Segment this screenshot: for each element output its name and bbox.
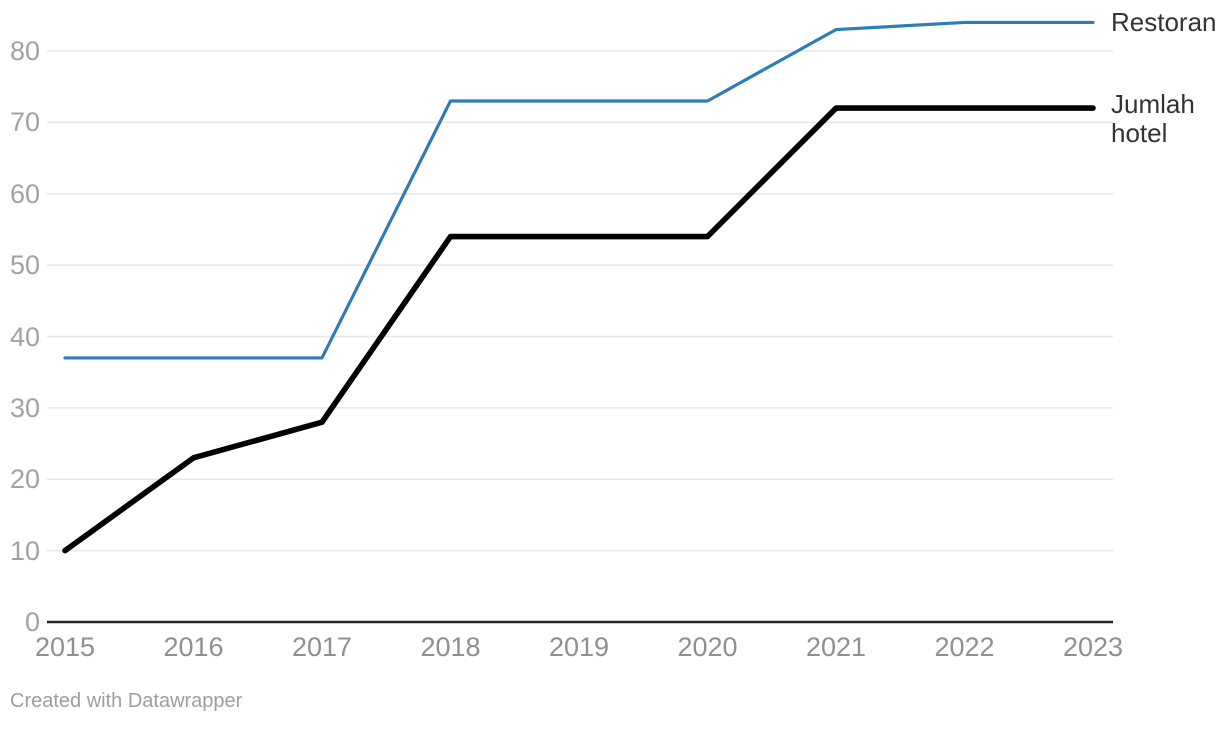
- y-tick-label: 80: [9, 36, 40, 66]
- x-tick-label: 2021: [805, 632, 867, 662]
- x-tick-label: 2020: [677, 632, 738, 662]
- y-tick-label: 70: [9, 107, 40, 138]
- x-tick-label: 2023: [1062, 632, 1124, 662]
- series-line-jumlah-hotel: [62, 105, 1096, 554]
- x-tick-label: 2022: [934, 632, 995, 662]
- series-line-restoran: [63, 20, 1095, 360]
- y-tick-label: 50: [9, 250, 40, 281]
- y-tick-label: 30: [9, 392, 40, 423]
- y-tick-label: 40: [9, 321, 40, 352]
- x-tick-label: 2017: [291, 632, 353, 662]
- y-tick-label: 60: [9, 178, 40, 209]
- y-tick-label: 20: [9, 464, 40, 495]
- y-tick-label: 0: [24, 607, 40, 637]
- x-tick-label: 2015: [34, 632, 96, 662]
- x-tick-label: 2016: [163, 632, 224, 662]
- series-label-jumlah-hotel: Jumlah hotel: [1111, 89, 1195, 148]
- attribution-text: Created with Datawrapper: [10, 690, 243, 712]
- series-label-restoran: Restoran: [1111, 7, 1217, 37]
- x-tick-label: 2019: [548, 632, 610, 662]
- x-tick-label: 2018: [420, 632, 481, 662]
- y-tick-label: 10: [9, 535, 40, 566]
